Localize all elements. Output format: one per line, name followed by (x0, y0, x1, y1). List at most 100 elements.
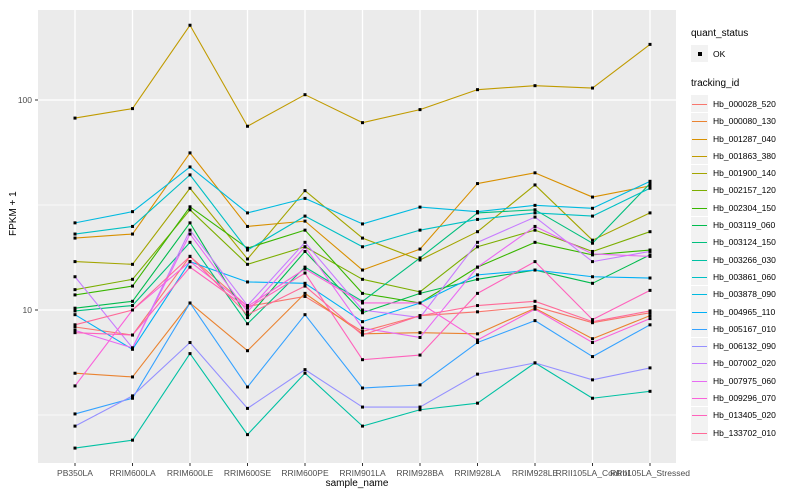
data-point (131, 284, 134, 288)
series-color-key-icon (691, 424, 708, 442)
data-point (246, 224, 249, 228)
data-point (591, 260, 594, 264)
data-point (73, 221, 77, 225)
data-point (476, 273, 479, 277)
legend-item-label: Hb_007975_060 (713, 375, 776, 386)
data-point (476, 304, 479, 308)
data-point (361, 277, 364, 281)
legend-item-ok: OK (691, 45, 799, 63)
data-point (303, 291, 307, 295)
x-tick-label: RRII105LA_Stressed (610, 468, 690, 478)
legend-item-Hb_001287_040: Hb_001287_040 (691, 130, 799, 148)
legend-item-label: Hb_003119_060 (713, 220, 776, 231)
data-point (361, 358, 364, 362)
data-point (303, 93, 307, 97)
data-point (361, 320, 364, 324)
data-point (648, 179, 652, 183)
data-point (73, 293, 77, 297)
data-point (533, 319, 537, 323)
data-point (131, 346, 134, 350)
x-tick-label: RRIM600LE (166, 468, 214, 478)
series-color-key-icon (691, 164, 708, 182)
data-point (648, 253, 652, 257)
legend-item-Hb_013405_020: Hb_013405_020 (691, 406, 799, 424)
data-point (533, 299, 537, 303)
data-point (361, 326, 364, 330)
data-point (131, 224, 134, 228)
data-point (361, 268, 364, 272)
data-point (591, 396, 594, 400)
data-point (73, 412, 77, 416)
data-point (648, 184, 652, 188)
data-point (591, 241, 594, 245)
data-point (533, 171, 537, 175)
legend-item-Hb_001863_380: Hb_001863_380 (691, 147, 799, 165)
data-point (303, 214, 307, 218)
legend-item-Hb_002157_120: Hb_002157_120 (691, 181, 799, 199)
x-tick-label: RRIM600SE (223, 468, 272, 478)
legend-item-Hb_009296_070: Hb_009296_070 (691, 389, 799, 407)
legend-item-label: Hb_002157_120 (713, 185, 776, 196)
series-color-key-icon (691, 285, 708, 303)
data-point (476, 265, 479, 269)
data-point (418, 408, 422, 412)
data-point (246, 349, 249, 353)
data-point (131, 277, 134, 281)
data-point (418, 331, 422, 335)
data-point (246, 313, 249, 317)
data-point (188, 341, 192, 345)
data-point (246, 306, 249, 310)
data-point (246, 310, 249, 314)
data-point (361, 329, 364, 333)
data-point (533, 307, 537, 311)
data-point (533, 84, 537, 88)
x-tick-label: RRII105LA_Control (555, 468, 630, 478)
data-point (188, 23, 192, 27)
data-point (648, 311, 652, 315)
legend-item-label: Hb_000080_130 (713, 116, 776, 127)
data-point (131, 308, 134, 312)
data-point (73, 260, 77, 264)
legend-item-label: Hb_003124_150 (713, 237, 776, 248)
data-point (418, 314, 422, 318)
data-point (533, 228, 537, 232)
data-point (418, 258, 422, 262)
data-point (476, 230, 479, 234)
data-point (246, 433, 249, 437)
data-point (303, 189, 307, 193)
x-tick-label: PB350LA (57, 468, 93, 478)
series-color-key-icon (691, 372, 708, 390)
chart-panel (38, 10, 676, 463)
data-point (73, 313, 77, 317)
data-point (476, 401, 479, 405)
data-point (188, 228, 192, 232)
data-point (131, 333, 134, 337)
data-point (188, 173, 192, 177)
series-color-key-icon (691, 130, 708, 148)
data-point (73, 331, 77, 335)
legend-item-label: OK (713, 48, 726, 59)
data-point (303, 267, 307, 271)
series-color-key-icon (691, 406, 708, 424)
data-point (591, 206, 594, 210)
data-point (303, 371, 307, 375)
series-color-key-icon (691, 337, 708, 355)
data-point (476, 372, 479, 376)
data-point (418, 383, 422, 387)
legend-item-label: Hb_001900_140 (713, 168, 776, 179)
tracking-id-legend-list: Hb_000028_520 Hb_000080_130 Hb_001287_040 H… (691, 95, 799, 442)
data-point (246, 385, 249, 389)
data-point (131, 438, 134, 442)
data-point (303, 219, 307, 223)
data-point (188, 352, 192, 356)
data-point (303, 245, 307, 249)
x-axis-title: sample_name (325, 478, 389, 489)
data-point (533, 361, 537, 365)
data-point (303, 313, 307, 317)
data-point (361, 333, 364, 337)
data-point (246, 406, 249, 410)
data-point (476, 182, 479, 186)
legend-item-label: Hb_013405_020 (713, 410, 776, 421)
series-color-key-icon (691, 354, 708, 372)
